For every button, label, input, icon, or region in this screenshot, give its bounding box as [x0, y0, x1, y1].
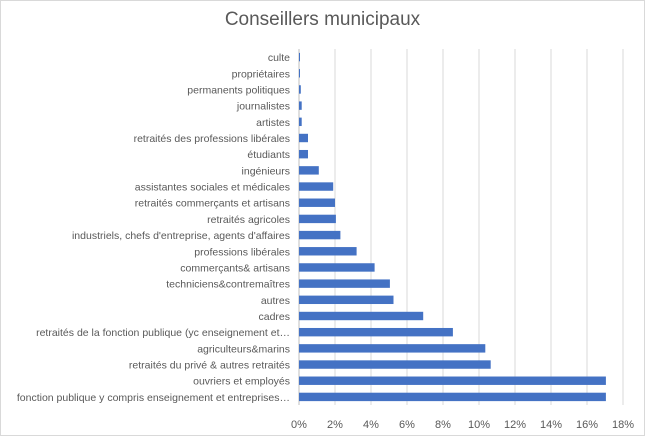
category-label: ouvriers et employés	[193, 376, 290, 388]
bar	[299, 392, 606, 402]
category-label: commerçants& artisans	[180, 262, 290, 274]
category-label: retraités agricoles	[207, 214, 290, 226]
x-tick-label: 16%	[576, 419, 598, 431]
x-tick-label: 6%	[399, 419, 415, 431]
category-label: techniciens&contremaîtres	[166, 279, 290, 291]
bar	[299, 376, 606, 385]
category-label: retraités de la fonction publique (yc en…	[36, 327, 290, 339]
category-label: assistantes sociales et médicales	[135, 182, 290, 194]
category-label: agriculteurs&marins	[197, 343, 290, 355]
bar	[299, 344, 486, 353]
bar	[299, 166, 319, 175]
category-label: artistes	[256, 117, 290, 129]
category-label: ingénieurs	[242, 165, 290, 177]
bar	[299, 133, 308, 143]
category-label: étudiants	[247, 149, 290, 161]
category-label: retraités du privé & autres retraités	[129, 360, 290, 372]
bar	[299, 85, 301, 94]
x-tick-label: 8%	[435, 419, 451, 431]
bar	[299, 52, 300, 62]
x-tick-labels: 0% 2% 4% 6% 8% 10% 12% 14% 16% 18%	[291, 419, 634, 431]
category-label: journalistes	[236, 101, 290, 113]
bar	[299, 279, 390, 288]
category-label: culte	[268, 52, 290, 64]
chart-title: Conseillers municipaux	[224, 9, 421, 30]
category-labels: culte propriétaires permanents politiques j…	[17, 52, 290, 404]
category-label: industriels, chefs d'entreprise, agents …	[72, 230, 290, 242]
category-label: permanents politiques	[187, 84, 290, 96]
bar	[299, 263, 375, 272]
bar	[299, 117, 302, 127]
bar	[299, 295, 394, 305]
bar	[299, 311, 424, 321]
bar	[299, 230, 341, 240]
bar	[299, 101, 302, 110]
bar	[299, 247, 357, 256]
x-tick-label: 2%	[327, 419, 343, 431]
bar	[299, 214, 336, 224]
category-label: propriétaires	[232, 68, 290, 80]
category-label: cadres	[258, 311, 290, 323]
x-tick-label: 12%	[504, 419, 526, 431]
x-tick-label: 18%	[612, 419, 634, 431]
x-tick-label: 10%	[468, 419, 490, 431]
category-label: retraités commerçants et artisans	[135, 198, 290, 210]
bar	[299, 149, 308, 159]
bars	[299, 52, 606, 402]
x-tick-label: 14%	[540, 419, 562, 431]
category-label: autres	[261, 295, 290, 307]
bar	[299, 182, 334, 191]
category-label: professions libérales	[194, 246, 290, 258]
bar	[299, 198, 335, 207]
bar	[299, 327, 453, 337]
category-label: fonction publique y compris enseignement…	[17, 392, 290, 404]
bar	[299, 360, 491, 369]
x-tick-label: 0%	[291, 419, 307, 431]
bar	[299, 69, 300, 78]
x-tick-label: 4%	[363, 419, 379, 431]
category-label: retraités des professions libérales	[134, 133, 290, 145]
